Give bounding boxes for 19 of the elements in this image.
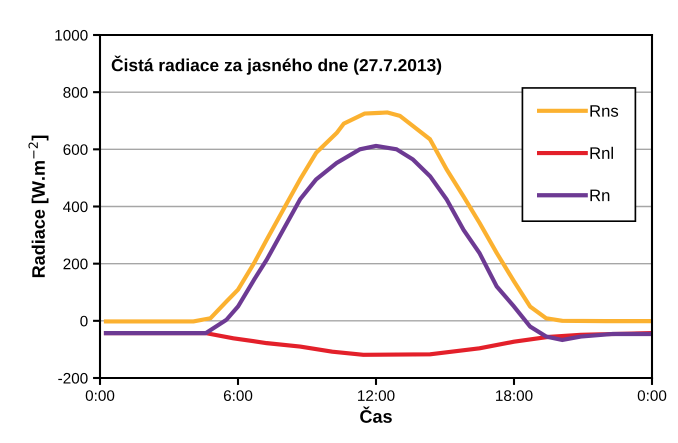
legend-label: Rns	[590, 105, 618, 117]
y-tick-label: 1000	[55, 30, 88, 41]
x-tick-label: 18:00	[496, 390, 533, 402]
x-tick-label: 6:00	[224, 390, 252, 402]
x-tick-label: 12:00	[358, 390, 395, 402]
x-axis-title: Čas	[360, 406, 392, 423]
y-tick-label: 600	[63, 144, 88, 156]
x-tick-label: 0:00	[638, 390, 666, 402]
text: Čistá radiace za jasného dne (27.7.2013)	[112, 56, 442, 75]
y-tick-label: 800	[63, 87, 88, 98]
y-tick-label: 0	[80, 316, 88, 327]
line-series	[104, 144, 652, 342]
y-tick-label: -200	[58, 372, 88, 384]
legend-label: Rn	[590, 190, 610, 202]
legend-label: Rnl	[590, 146, 613, 159]
y-tick-label: 200	[63, 258, 88, 270]
y-axis-title: Radiace [W.m$^{−2}$]	[28, 136, 48, 278]
x-tick-label: 0:00	[86, 390, 114, 402]
y-tick-label: 400	[63, 201, 88, 212]
